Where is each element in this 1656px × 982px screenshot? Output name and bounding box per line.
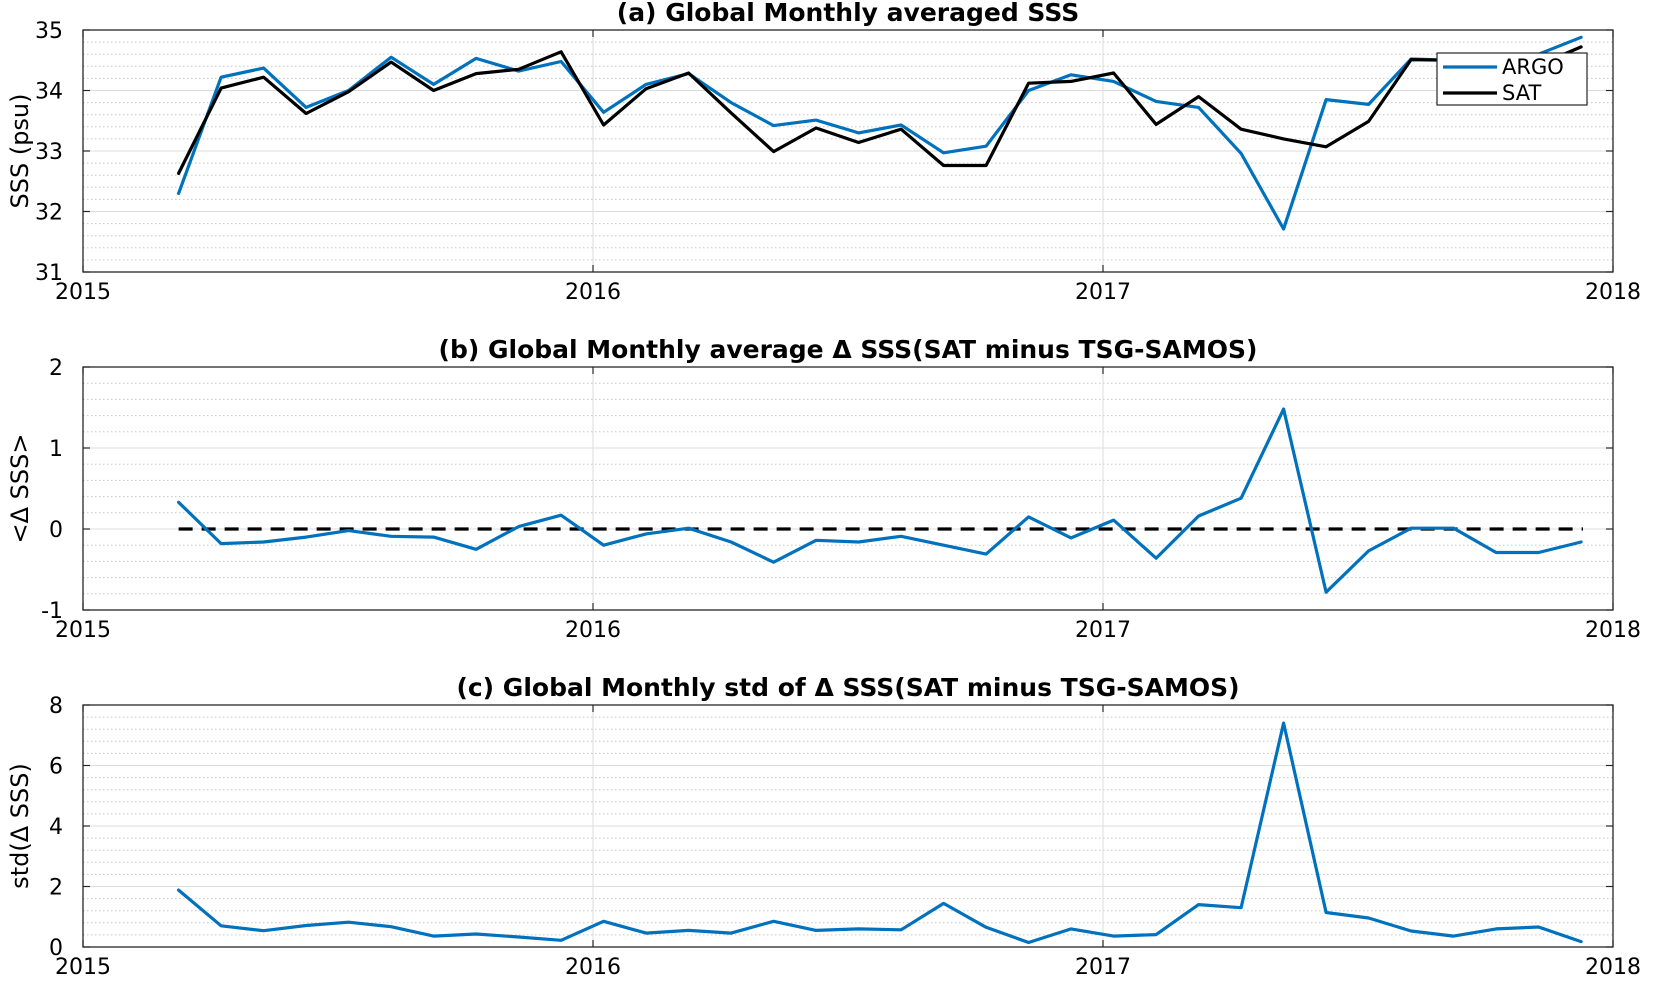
y-axis-label-a: SSS (psu)	[6, 93, 34, 208]
chart-title-c: (c) Global Monthly std of Δ SSS(SAT minu…	[456, 673, 1239, 702]
y-tick-label-c: 2	[49, 876, 63, 901]
x-tick-label-a: 2018	[1585, 280, 1641, 305]
y-tick-label-a: 31	[35, 261, 63, 286]
chart-title-b: (b) Global Monthly average Δ SSS(SAT min…	[439, 335, 1258, 364]
x-tick-label-a: 2017	[1075, 280, 1131, 305]
panel-a: 2015 2016 2017 2018 31 32 33 34 35 (a) Global Mon…	[6, 0, 1641, 305]
y-tick-label-a: 35	[35, 19, 63, 44]
x-tick-label-c: 2016	[565, 955, 621, 980]
y-tick-label-c: 6	[49, 755, 63, 780]
y-tick-label-c: 4	[49, 815, 63, 840]
panel-c: 2015 2016 2017 2018 0 2 4 6 8 (c) Global Monthly …	[6, 673, 1641, 980]
x-tick-label-b: 2016	[565, 618, 621, 643]
y-tick-label-a: 32	[35, 201, 63, 226]
x-tick-label-c: 2017	[1075, 955, 1131, 980]
series-line-a-sat	[177, 45, 1583, 175]
x-tick-label-b: 2018	[1585, 618, 1641, 643]
y-tick-label-c: 0	[49, 936, 63, 961]
legend-label-sat: SAT	[1502, 81, 1541, 105]
y-tick-label-b: -1	[41, 599, 63, 624]
series-line-a-argo	[177, 35, 1583, 231]
chart-title-a: (a) Global Monthly averaged SSS	[617, 0, 1079, 27]
x-tick-label-a: 2015	[55, 280, 111, 305]
y-tick-label-c: 8	[49, 694, 63, 719]
x-tick-label-b: 2015	[55, 618, 111, 643]
panel-b: 2015 2016 2017 2018 -1 0 1 2 (b) Global Monthly …	[6, 335, 1641, 643]
y-axis-label-c: std(Δ SSS)	[6, 763, 34, 889]
x-tick-label-c: 2015	[55, 955, 111, 980]
y-tick-label-a: 33	[35, 140, 63, 165]
legend-box	[1436, 52, 1588, 106]
x-tick-label-b: 2017	[1075, 618, 1131, 643]
x-tick-label-c: 2018	[1585, 955, 1641, 980]
y-axis-label-b: <Δ SSS>	[6, 434, 34, 544]
series-line-c-0	[177, 721, 1583, 945]
series-line-b-0	[177, 407, 1583, 594]
y-tick-label-b: 0	[49, 518, 63, 543]
y-tick-label-a: 34	[35, 80, 63, 105]
y-tick-label-b: 1	[49, 437, 63, 462]
y-tick-label-b: 2	[49, 356, 63, 381]
x-tick-label-a: 2016	[565, 280, 621, 305]
axes-box-b	[82, 366, 1614, 611]
legend-label-argo: ARGO	[1502, 55, 1564, 79]
